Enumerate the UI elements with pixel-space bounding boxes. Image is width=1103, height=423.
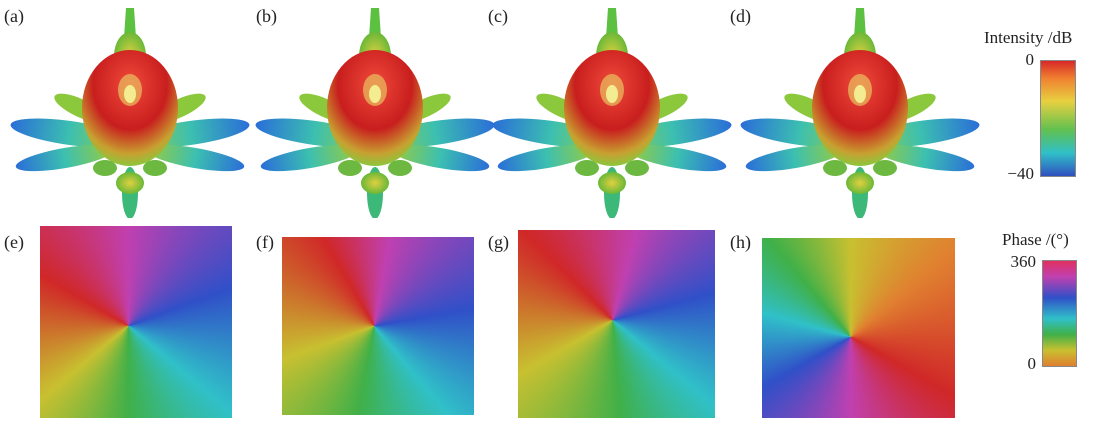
phase-map [282,237,474,415]
radiation-pattern [255,8,495,218]
radiation-pattern [10,8,250,218]
radiation-pattern [492,8,732,218]
panel-label: (f) [256,232,274,253]
colorbar [1040,60,1076,177]
colorbar-tick: 360 [996,252,1036,272]
colorbar-tick: 0 [996,354,1036,374]
panel-label: (e) [4,232,24,253]
phase-map [40,226,232,418]
colorbar-tick: −40 [994,164,1034,184]
panel-label: (g) [488,232,509,253]
radiation-pattern [740,8,980,218]
phase-map [762,238,955,418]
colorbar [1042,260,1077,367]
panel-label: (h) [730,232,751,253]
figure: (a) (b) (c) (d) (e) (f) (g) (h) Intensit… [0,0,1103,423]
colorbar-title: Intensity /dB [984,28,1072,48]
phase-map [518,230,715,418]
colorbar-tick: 0 [994,50,1034,70]
colorbar-title: Phase /(°) [1002,230,1069,250]
